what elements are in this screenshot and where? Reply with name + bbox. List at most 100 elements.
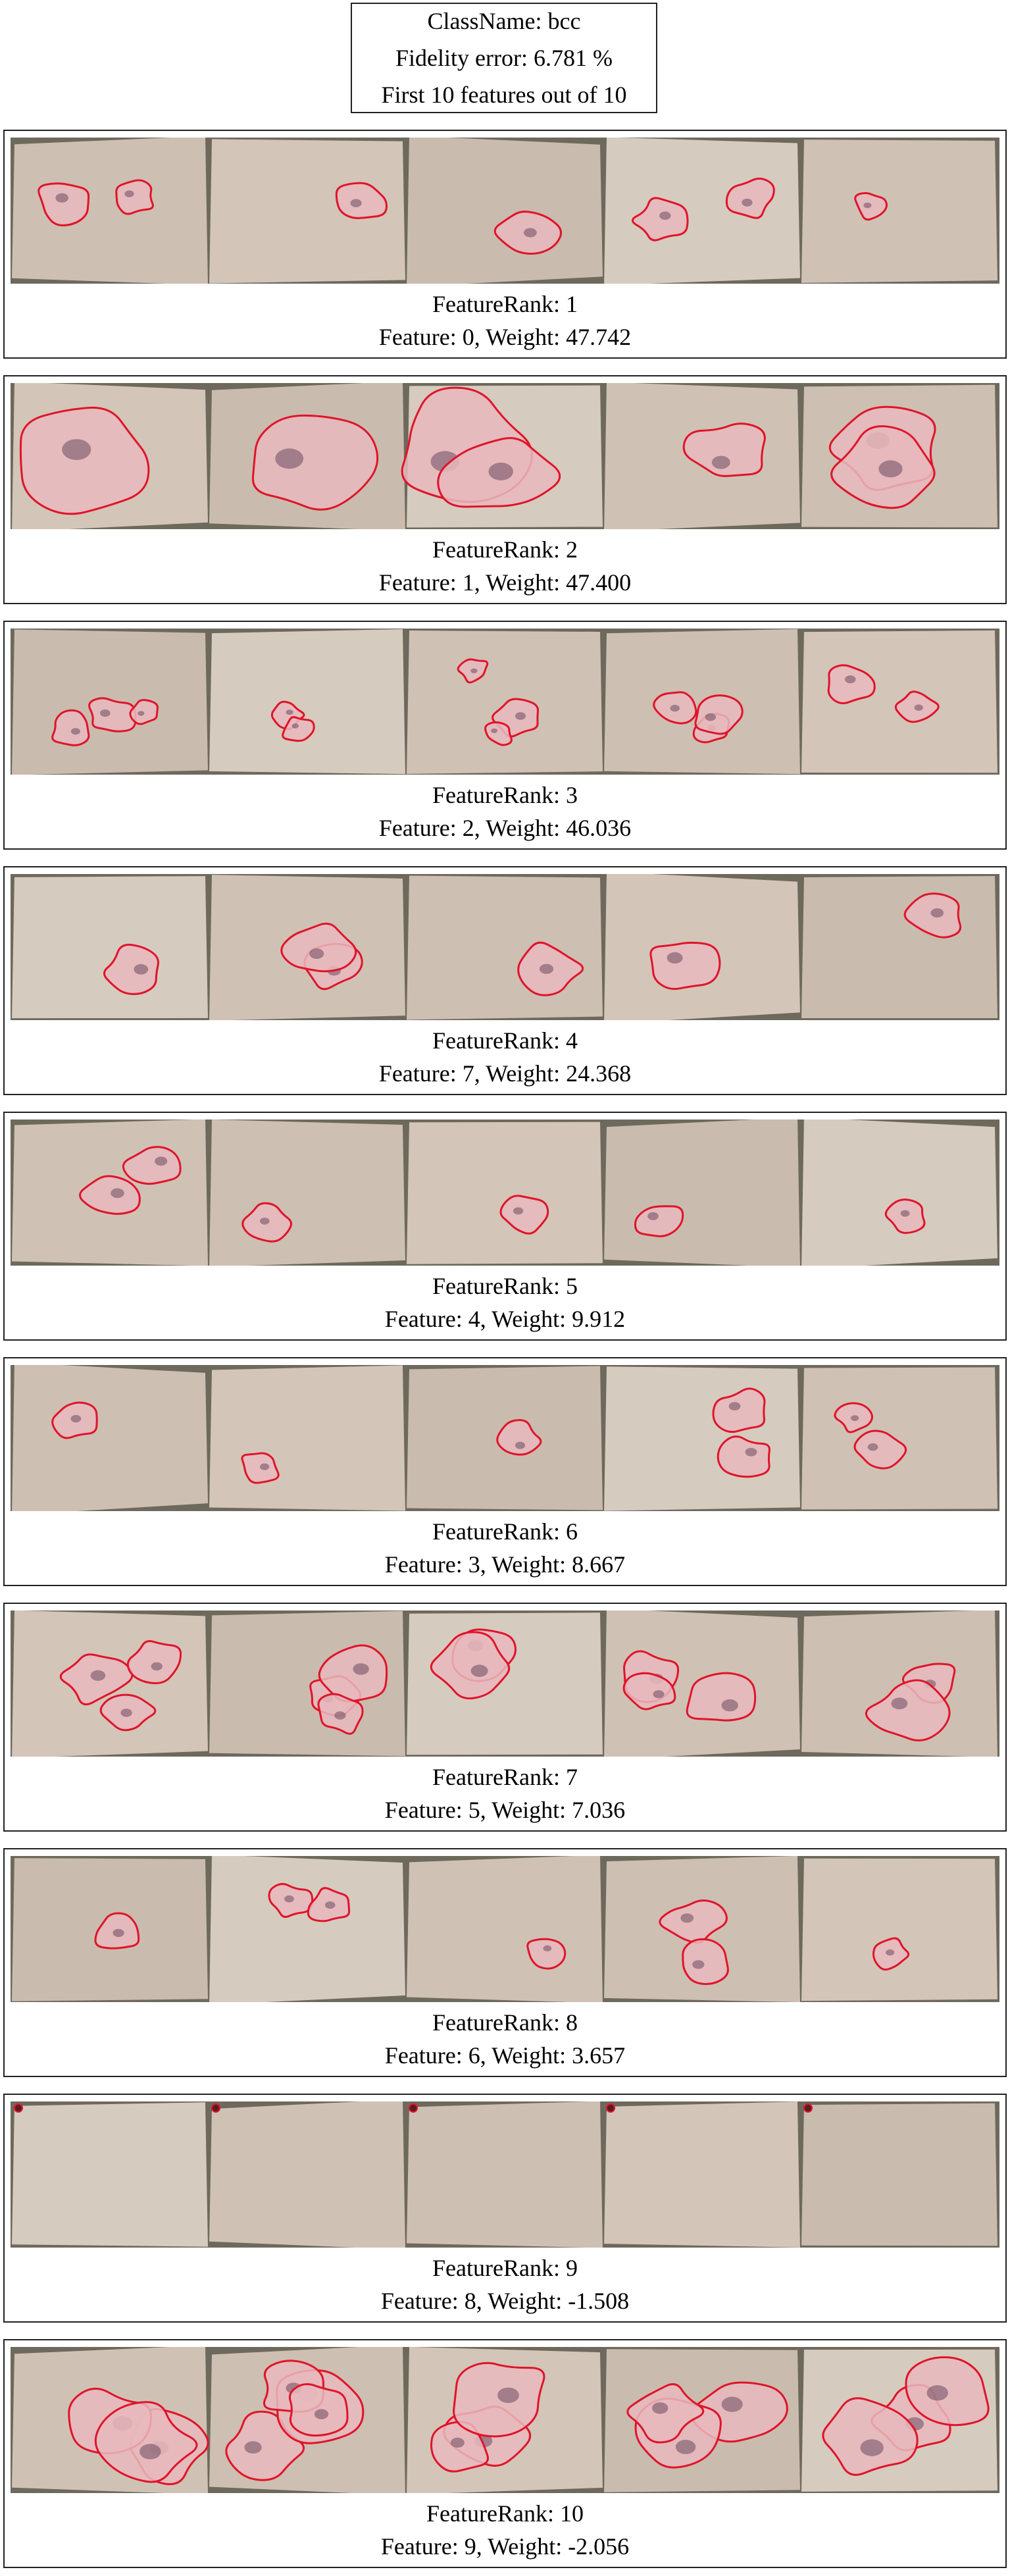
image-strip bbox=[11, 1120, 999, 1266]
highlighted-region-contour bbox=[496, 1419, 542, 1456]
lesion-image bbox=[604, 1610, 800, 1757]
lesion-image bbox=[12, 1858, 208, 2001]
lesion-image bbox=[801, 1120, 997, 1266]
lesion-image bbox=[407, 2101, 603, 2248]
feature-weight-label: Feature: 1, Weight: 47.400 bbox=[378, 569, 632, 596]
feature-panel: FeatureRank: 1 Feature: 0, Weight: 47.742 bbox=[3, 130, 1007, 359]
lesion-spot bbox=[721, 2396, 743, 2412]
skin-image-background bbox=[604, 1366, 800, 1511]
lesion-image bbox=[209, 1365, 405, 1511]
summary-header: ClassName: bcc Fidelity error: 6.781 % F… bbox=[351, 3, 657, 113]
lesion-image bbox=[801, 1858, 997, 2001]
lesion-spot bbox=[513, 1207, 524, 1215]
feature-panel: FeatureRank: 3 Feature: 2, Weight: 46.036 bbox=[3, 621, 1007, 850]
lesion-spot bbox=[524, 228, 537, 238]
lesion-spot bbox=[139, 2444, 161, 2460]
lesion-spot bbox=[70, 728, 80, 735]
image-strip bbox=[11, 1610, 999, 1757]
lesion-image bbox=[401, 385, 603, 528]
lesion-spot bbox=[70, 1414, 82, 1423]
image-strip bbox=[11, 383, 999, 529]
highlighted-region-contour bbox=[626, 2383, 705, 2444]
image-strip-svg bbox=[12, 2347, 997, 2493]
fidelity-error-label: Fidelity error: 6.781 % bbox=[395, 45, 613, 71]
lesion-image bbox=[209, 2347, 405, 2493]
highlighted-region-contour bbox=[682, 423, 766, 477]
highlighted-region-contour bbox=[686, 1672, 757, 1722]
corner-marker bbox=[803, 2103, 813, 2113]
lesion-spot bbox=[721, 1699, 738, 1712]
lesion-spot bbox=[100, 709, 111, 717]
lesion-spot bbox=[286, 709, 293, 715]
skin-image-background bbox=[12, 876, 208, 1019]
corner-marker bbox=[409, 2103, 418, 2113]
lesion-spot bbox=[930, 908, 944, 918]
lesion-spot bbox=[325, 1901, 336, 1909]
skin-image-background bbox=[801, 1367, 997, 1510]
lesion-spot bbox=[705, 713, 717, 721]
lesion-spot bbox=[647, 1212, 659, 1220]
lesion-spot bbox=[863, 202, 872, 209]
highlighted-region-contour bbox=[694, 694, 744, 735]
skin-image-background bbox=[407, 1856, 603, 2002]
lesion-spot bbox=[470, 668, 478, 673]
lesion-spot bbox=[138, 711, 145, 716]
highlighted-region-contour bbox=[526, 1938, 567, 1970]
lesion-image bbox=[801, 140, 997, 283]
highlighted-region-contour bbox=[51, 709, 90, 746]
image-strip-svg bbox=[12, 629, 997, 775]
lesion-spot bbox=[309, 948, 324, 959]
highlighted-region-contour bbox=[631, 197, 689, 242]
highlighted-region-contour bbox=[94, 2401, 198, 2483]
feature-panel: FeatureRank: 5 Feature: 4, Weight: 9.912 bbox=[3, 1112, 1007, 1341]
feature-panel: FeatureRank: 6 Feature: 3, Weight: 8.667 bbox=[3, 1357, 1007, 1586]
skin-image-background bbox=[604, 1120, 800, 1266]
lesion-spot bbox=[244, 2441, 262, 2454]
feature-rank-label: FeatureRank: 4 bbox=[432, 1027, 578, 1054]
feature-rank-label: FeatureRank: 5 bbox=[432, 1273, 578, 1299]
image-strip bbox=[11, 2347, 999, 2493]
skin-image-background bbox=[209, 1120, 405, 1266]
lesion-spot bbox=[742, 198, 753, 207]
feature-caption: FeatureRank: 8 Feature: 6, Weight: 3.657 bbox=[5, 2006, 1005, 2072]
lesion-spot bbox=[711, 455, 730, 469]
lesion-image bbox=[801, 2103, 997, 2246]
image-strip-svg bbox=[12, 138, 997, 284]
lesion-spot bbox=[350, 199, 362, 207]
feature-rank-label: FeatureRank: 10 bbox=[426, 2500, 584, 2527]
feature-panel: FeatureRank: 10 Feature: 9, Weight: -2.05… bbox=[3, 2339, 1007, 2568]
lesion-spot bbox=[728, 1402, 741, 1410]
lesion-spot bbox=[867, 1443, 878, 1451]
lesion-spot bbox=[675, 2440, 696, 2454]
skin-image-background bbox=[407, 631, 603, 774]
lesion-spot bbox=[515, 712, 526, 720]
feature-caption: FeatureRank: 2 Feature: 1, Weight: 47.400 bbox=[5, 533, 1005, 599]
highlighted-region-contour bbox=[38, 182, 90, 226]
lesion-spot bbox=[120, 1709, 132, 1717]
lesion-spot bbox=[680, 1913, 694, 1923]
highlighted-region-contour bbox=[853, 1430, 907, 1470]
lesion-spot bbox=[878, 460, 903, 478]
lesion-spot bbox=[90, 1670, 106, 1681]
skin-image-background bbox=[801, 876, 997, 1019]
lesion-image bbox=[604, 2101, 800, 2248]
lesion-spot bbox=[353, 1663, 369, 1675]
lesion-image bbox=[604, 1856, 800, 2002]
skin-image-background bbox=[801, 1120, 997, 1266]
lesion-spot bbox=[334, 1711, 346, 1720]
lesion-image bbox=[12, 2102, 208, 2247]
feature-weight-label: Feature: 3, Weight: 8.667 bbox=[384, 1551, 626, 1578]
image-strip-svg bbox=[12, 2101, 997, 2248]
skin-image-background bbox=[209, 1365, 405, 1511]
corner-marker bbox=[606, 2103, 615, 2113]
lesion-image bbox=[407, 875, 603, 1020]
image-strip bbox=[11, 629, 999, 775]
feature-caption: FeatureRank: 9 Feature: 8, Weight: -1.508 bbox=[5, 2252, 1005, 2317]
highlighted-region-contour bbox=[634, 1205, 684, 1237]
lesion-image bbox=[604, 138, 800, 284]
lesion-spot bbox=[745, 1447, 757, 1456]
feature-rank-label: FeatureRank: 2 bbox=[432, 536, 578, 563]
lesion-spot bbox=[55, 193, 68, 203]
lesion-image bbox=[12, 629, 208, 775]
image-strip-svg bbox=[12, 1365, 997, 1511]
